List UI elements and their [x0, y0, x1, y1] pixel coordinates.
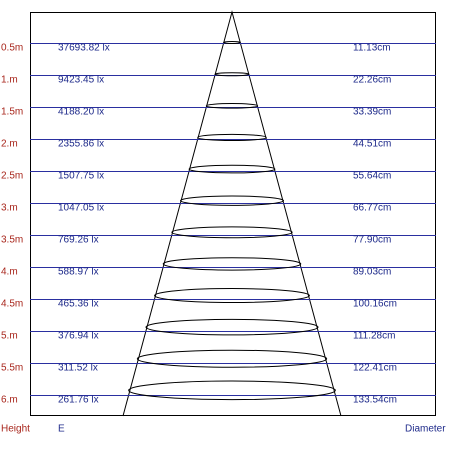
diameter-label: 22.26cm [353, 75, 391, 86]
height-label: 3.5m [1, 235, 23, 246]
height-label: 5.m [1, 331, 18, 342]
beam-ellipse [205, 103, 259, 109]
illuminance-label: 2355.86 lx [58, 139, 104, 150]
illuminance-label: 465.36 lx [58, 299, 99, 310]
diameter-label: 89.03cm [353, 267, 391, 278]
beam-ellipse [179, 195, 285, 206]
beam-ellipse [197, 133, 267, 142]
beam-ellipse [214, 72, 250, 77]
cone [122, 10, 342, 417]
beam-ellipse [188, 164, 276, 174]
illuminance-label: 769.26 lx [58, 235, 99, 246]
diameter-label: 111.28cm [353, 331, 395, 342]
height-label: 5.5m [1, 363, 23, 374]
illuminance-label: 588.97 lx [58, 267, 99, 278]
illuminance-label: 1507.75 lx [58, 171, 104, 182]
diameter-label: 100.16cm [353, 299, 397, 310]
height-label: 2.5m [1, 171, 23, 182]
diameter-label: 77.90cm [353, 235, 391, 246]
frame [30, 12, 436, 416]
beam-ellipse [162, 257, 302, 271]
illuminance-label: 261.76 lx [58, 395, 99, 406]
height-label: 3.m [1, 203, 18, 214]
illuminance-label: 1047.05 lx [58, 203, 104, 214]
diameter-label: 122.41cm [353, 363, 397, 374]
height-label: 6.m [1, 395, 18, 406]
illuminance-label: 311.52 lx [58, 363, 98, 374]
diameter-label: 11.13cm [353, 43, 391, 54]
height-label: 1.m [1, 75, 18, 86]
illuminance-label: 9423.45 lx [58, 75, 104, 86]
diameter-label: 66.77cm [353, 203, 391, 214]
beam-ellipse [136, 349, 328, 368]
diameter-header: Diameter [405, 424, 446, 435]
height-header: Height [1, 424, 30, 435]
beam-ellipse [145, 318, 319, 336]
height-label: 2.m [1, 139, 18, 150]
diameter-label: 33.39cm [353, 107, 391, 118]
illuminance-label: 376.94 lx [58, 331, 99, 342]
height-label: 1.5m [1, 107, 23, 118]
height-label: 0.5m [1, 43, 23, 54]
diameter-label: 55.64cm [353, 171, 391, 182]
diameter-label: 133.54cm [353, 395, 397, 406]
beam-ellipse [128, 380, 336, 401]
height-label: 4.m [1, 267, 18, 278]
illuminance-label: 37693.82 lx [58, 43, 110, 54]
diameter-label: 44.51cm [353, 139, 391, 150]
beam-ellipse [223, 41, 241, 44]
height-label: 4.5m [1, 299, 23, 310]
illuminance-label: 4188.20 lx [58, 107, 104, 118]
beam-ellipse [154, 288, 310, 303]
beam-ellipse [171, 226, 293, 239]
e-header: E [58, 424, 65, 435]
